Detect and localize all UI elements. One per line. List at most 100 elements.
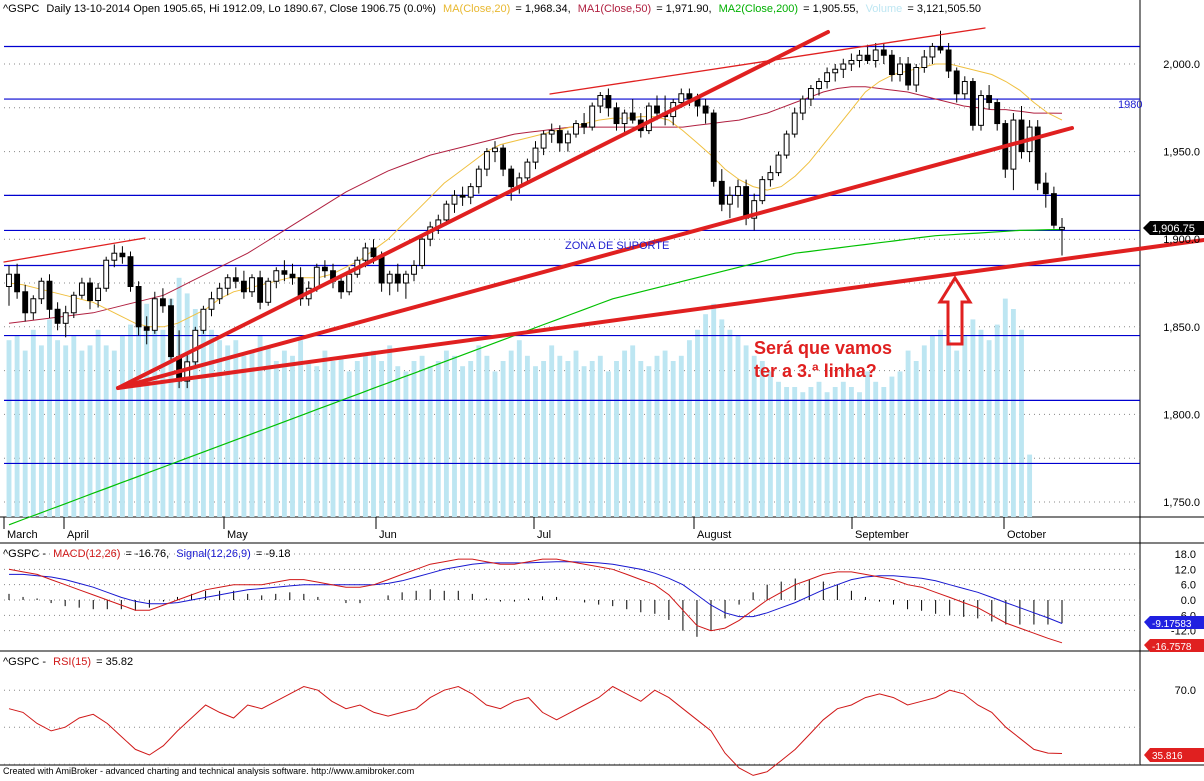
candle-body[interactable]: [832, 68, 839, 74]
candle-body[interactable]: [159, 298, 166, 307]
candle-body[interactable]: [735, 186, 741, 196]
candle-body[interactable]: [799, 98, 806, 114]
candle-body[interactable]: [224, 277, 231, 289]
candle-body[interactable]: [14, 273, 21, 293]
candle-body[interactable]: [654, 105, 660, 114]
candle-body[interactable]: [411, 264, 417, 275]
candle-body[interactable]: [508, 168, 515, 188]
candle-body[interactable]: [289, 273, 296, 279]
candle-body[interactable]: [718, 180, 725, 205]
candle-body[interactable]: [840, 63, 847, 70]
candle-body[interactable]: [824, 72, 831, 83]
candle-body[interactable]: [783, 133, 790, 156]
candle-body[interactable]: [1034, 126, 1041, 184]
candle-body[interactable]: [759, 179, 766, 202]
candle-body[interactable]: [22, 291, 29, 314]
candle-body[interactable]: [78, 282, 85, 296]
candle-body[interactable]: [807, 88, 814, 100]
candle-body[interactable]: [240, 280, 247, 293]
candle-body[interactable]: [743, 186, 750, 219]
candle-body[interactable]: [370, 247, 377, 258]
candle-body[interactable]: [937, 45, 944, 51]
macd-panel[interactable]: 18.012.06.00.0-6.0-12.0: [4, 549, 1196, 644]
candle-body[interactable]: [6, 273, 12, 288]
rsi-panel[interactable]: 70.0: [4, 685, 1196, 776]
candle-body[interactable]: [864, 54, 871, 61]
candle-body[interactable]: [710, 112, 717, 182]
candle-body[interactable]: [929, 45, 936, 58]
candle-body[interactable]: [921, 56, 928, 69]
candle-body[interactable]: [111, 252, 118, 261]
candle-body[interactable]: [872, 49, 879, 61]
candle-body[interactable]: [726, 194, 733, 205]
candle-body[interactable]: [38, 280, 45, 300]
candle-body[interactable]: [313, 266, 320, 289]
candle-body[interactable]: [913, 67, 920, 86]
candle-body[interactable]: [532, 147, 539, 163]
candle-body[interactable]: [338, 280, 345, 293]
candle-body[interactable]: [500, 147, 507, 170]
candle-body[interactable]: [573, 123, 579, 135]
candle-body[interactable]: [969, 81, 976, 126]
candle-body[interactable]: [629, 112, 636, 121]
candle-body[interactable]: [621, 112, 628, 125]
candle-body[interactable]: [281, 270, 288, 275]
candle-body[interactable]: [459, 194, 466, 198]
candle-body[interactable]: [613, 107, 620, 125]
candle-body[interactable]: [751, 200, 758, 219]
candle-body[interactable]: [87, 282, 93, 302]
candle-body[interactable]: [46, 280, 53, 310]
candle-body[interactable]: [402, 273, 409, 284]
candle-body[interactable]: [1042, 182, 1049, 195]
candle-body[interactable]: [775, 154, 782, 174]
candle-body[interactable]: [378, 256, 385, 284]
candle-body[interactable]: [30, 298, 37, 314]
candle-body[interactable]: [62, 312, 69, 324]
candle-body[interactable]: [451, 194, 458, 205]
candle-body[interactable]: [492, 147, 498, 153]
candle-body[interactable]: [135, 286, 142, 328]
candle-body[interactable]: [605, 95, 612, 109]
candle-body[interactable]: [702, 105, 709, 114]
candle-body[interactable]: [888, 54, 895, 76]
candle-body[interactable]: [143, 326, 150, 331]
candle-body[interactable]: [540, 133, 547, 149]
candle-body[interactable]: [216, 287, 223, 300]
candle-body[interactable]: [791, 112, 798, 135]
candle-body[interactable]: [880, 49, 887, 56]
candle-body[interactable]: [200, 308, 207, 331]
candle-body[interactable]: [678, 93, 685, 104]
candle-body[interactable]: [168, 305, 174, 358]
candle-body[interactable]: [905, 63, 912, 86]
candle-body[interactable]: [249, 277, 255, 293]
candle-body[interactable]: [1050, 193, 1057, 226]
candle-body[interactable]: [483, 151, 490, 170]
candle-body[interactable]: [119, 252, 126, 258]
candle-body[interactable]: [127, 256, 134, 288]
candle-body[interactable]: [232, 277, 239, 282]
candle-body[interactable]: [386, 273, 393, 284]
candle-body[interactable]: [54, 308, 61, 324]
candle-body[interactable]: [95, 287, 102, 302]
candle-body[interactable]: [394, 273, 401, 284]
candle-body[interactable]: [581, 123, 588, 128]
candle-body[interactable]: [475, 168, 482, 188]
candle-body[interactable]: [297, 277, 304, 300]
candle-body[interactable]: [273, 270, 280, 282]
candle-body[interactable]: [986, 95, 993, 104]
candle-body[interactable]: [419, 238, 426, 266]
candle-body[interactable]: [645, 105, 652, 132]
candle-body[interactable]: [257, 277, 264, 303]
candle-body[interactable]: [321, 266, 328, 272]
candle-body[interactable]: [597, 95, 604, 107]
candle-body[interactable]: [443, 203, 450, 221]
candle-body[interactable]: [994, 102, 1001, 125]
candle-body[interactable]: [103, 259, 110, 289]
candle-body[interactable]: [686, 93, 693, 100]
candle-body[interactable]: [346, 273, 353, 293]
candle-body[interactable]: [1018, 119, 1025, 153]
candle-body[interactable]: [70, 294, 77, 314]
candle-body[interactable]: [856, 54, 863, 61]
candle-body[interactable]: [208, 298, 215, 310]
